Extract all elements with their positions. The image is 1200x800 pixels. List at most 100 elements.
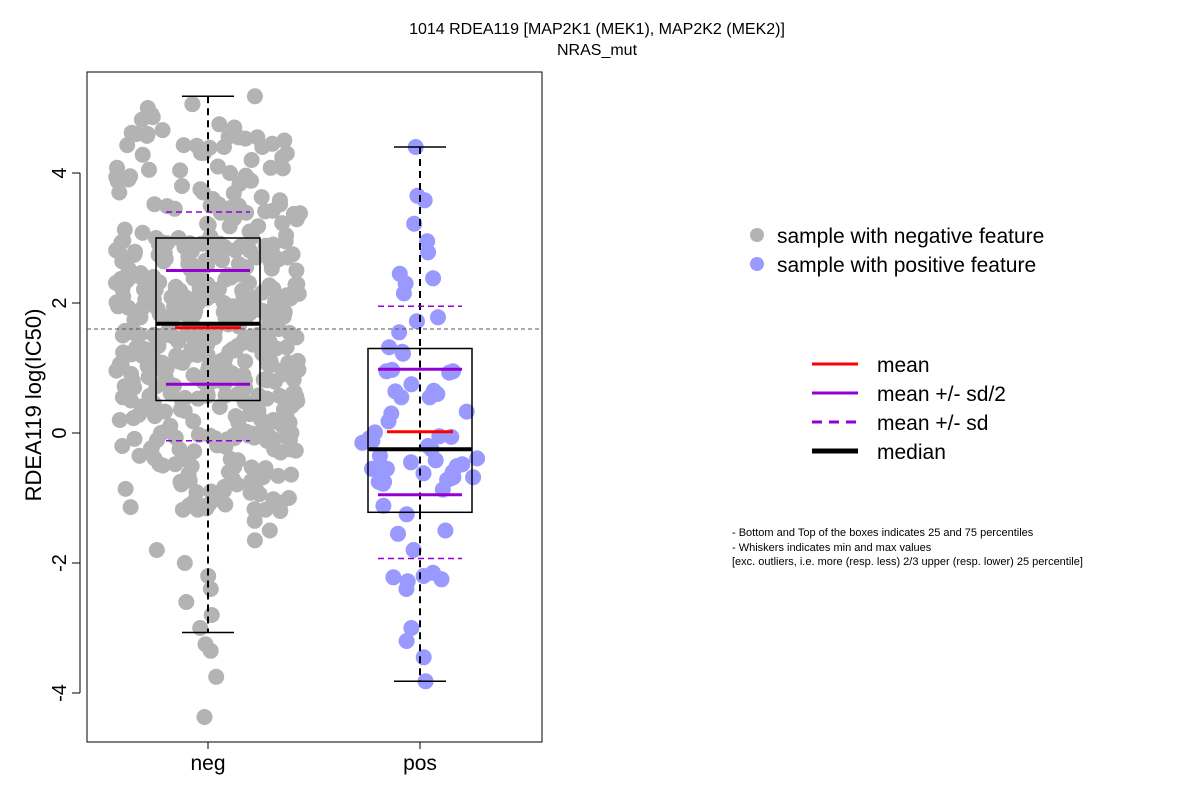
data-point-neg <box>262 159 279 176</box>
data-point-pos <box>408 313 425 330</box>
data-point-neg <box>257 203 274 220</box>
data-point-neg <box>217 496 234 513</box>
data-point-neg <box>224 298 241 315</box>
data-point-neg <box>185 330 202 347</box>
data-point-pos <box>398 506 415 523</box>
data-point-neg <box>127 243 143 260</box>
data-point-neg <box>134 300 151 317</box>
y-tick-label: -2 <box>49 554 71 572</box>
data-point-neg <box>129 267 146 284</box>
data-point-neg <box>116 378 133 395</box>
data-point-neg <box>178 594 195 610</box>
data-point-neg <box>123 365 140 382</box>
note-line-1: - Bottom and Top of the boxes indicates … <box>732 527 1034 539</box>
data-point-neg <box>148 542 165 558</box>
data-point-pos <box>420 244 437 261</box>
data-point-neg <box>209 158 226 175</box>
data-point-neg <box>125 410 142 427</box>
data-point-neg <box>280 490 297 506</box>
data-point-neg <box>241 301 258 318</box>
legend-sd-label: mean +/- sd <box>877 412 988 435</box>
data-point-neg <box>235 367 252 384</box>
data-point-neg <box>202 581 219 597</box>
data-point-pos <box>445 363 461 380</box>
data-point-neg <box>249 326 266 343</box>
data-point-neg <box>193 235 210 252</box>
data-point-neg <box>186 305 203 322</box>
data-point-neg <box>246 532 263 549</box>
data-point-neg <box>243 172 259 189</box>
data-point-neg <box>122 168 139 185</box>
data-point-pos <box>445 469 462 486</box>
data-point-neg <box>237 130 254 147</box>
data-point-neg <box>162 385 179 402</box>
data-point-neg <box>217 387 234 404</box>
data-point-neg <box>251 486 268 503</box>
data-point-pos <box>427 452 444 469</box>
data-point-neg <box>268 306 285 323</box>
data-point-neg <box>270 467 287 484</box>
data-point-pos <box>415 649 432 666</box>
data-point-neg <box>113 234 130 251</box>
data-point-neg <box>167 429 184 446</box>
data-point-pos <box>380 413 397 430</box>
data-point-neg <box>190 390 206 407</box>
data-point-neg <box>202 642 219 659</box>
data-point-neg <box>157 403 173 420</box>
data-point-neg <box>254 345 271 362</box>
data-point-pos <box>415 465 432 482</box>
legend-sd2-label: mean +/- sd/2 <box>877 383 1006 406</box>
data-point-neg <box>253 189 270 206</box>
data-point-neg <box>281 432 298 449</box>
data-point-neg <box>174 501 191 518</box>
y-tick-label: 0 <box>49 427 71 438</box>
data-point-neg <box>263 260 280 277</box>
data-point-pos <box>403 376 420 393</box>
data-point-neg <box>230 197 247 214</box>
data-point-neg <box>146 450 163 467</box>
data-point-neg <box>237 353 254 370</box>
legend-points: sample with negative feature sample with… <box>750 225 1044 277</box>
data-point-neg <box>183 458 200 475</box>
data-point-neg <box>211 116 228 133</box>
data-point-pos <box>391 324 408 341</box>
y-tick-label: 2 <box>49 297 71 308</box>
data-point-neg <box>257 460 274 477</box>
data-point-pos <box>406 215 423 232</box>
data-point-neg <box>134 146 151 163</box>
data-point-neg <box>217 271 234 288</box>
data-point-neg <box>200 568 217 584</box>
data-point-neg <box>274 149 291 166</box>
data-point-neg <box>278 227 295 244</box>
data-point-neg <box>192 620 209 636</box>
data-point-neg <box>169 300 186 317</box>
data-point-neg <box>119 137 136 154</box>
data-point-neg <box>192 181 209 198</box>
data-point-neg <box>236 393 253 410</box>
x-tick-label-neg: neg <box>190 752 225 775</box>
data-point-neg <box>282 290 299 307</box>
data-point-pos <box>469 450 486 467</box>
y-axis-label: RDEA119 log(IC50) <box>21 309 46 502</box>
data-point-pos <box>415 568 432 584</box>
data-point-pos <box>403 620 420 636</box>
legend-lines: mean mean +/- sd/2 mean +/- sd median <box>812 354 1006 464</box>
data-point-neg <box>271 192 288 209</box>
data-point-neg <box>111 412 128 428</box>
legend-mean-label: mean <box>877 354 930 377</box>
data-point-neg <box>276 132 293 149</box>
axes-layer: -4 -2 0 2 4 neg pos <box>49 167 437 775</box>
y-tick-label: 4 <box>49 167 71 178</box>
data-point-neg <box>146 196 163 213</box>
data-point-neg <box>250 387 267 404</box>
data-point-neg <box>168 347 185 364</box>
data-point-neg <box>227 408 244 425</box>
data-point-neg <box>246 429 263 446</box>
data-point-pos <box>354 434 371 451</box>
data-point-neg <box>246 501 263 518</box>
data-point-pos <box>465 469 482 486</box>
data-point-neg <box>278 339 295 356</box>
data-point-neg <box>243 152 260 168</box>
data-point-neg <box>126 430 143 447</box>
data-point-neg <box>154 122 171 139</box>
